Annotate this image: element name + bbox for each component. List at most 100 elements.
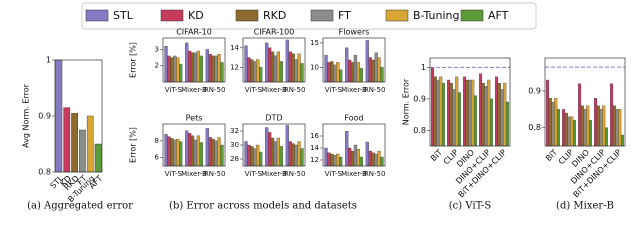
bar (170, 57, 174, 83)
bar (259, 151, 263, 167)
bar (270, 137, 275, 167)
bar (570, 116, 574, 147)
y-tick-label: 0.8 (528, 123, 541, 132)
caption: (a) Aggregated error (27, 201, 133, 212)
bar (185, 130, 189, 167)
bar (291, 143, 295, 167)
bar (196, 50, 201, 83)
bar (250, 59, 254, 83)
y-tick-label: 1 (46, 56, 51, 65)
y-tick-label: 3 (155, 45, 159, 53)
legend-swatch (385, 9, 409, 22)
bar (187, 50, 192, 83)
bar (256, 59, 260, 83)
bar (244, 45, 248, 83)
subplot-title: Flowers (339, 28, 370, 37)
x-tick-label: ViT-S (165, 86, 183, 94)
bar (495, 76, 499, 147)
bar (353, 54, 358, 83)
bar (279, 61, 283, 83)
bar (327, 62, 331, 83)
axes-frame (162, 37, 226, 83)
bar (273, 55, 278, 83)
bar (350, 62, 355, 83)
bar (176, 57, 180, 83)
bar (457, 92, 461, 147)
bar (265, 42, 269, 83)
bar (217, 137, 221, 167)
subplot-title: DTD (265, 114, 282, 123)
bar (208, 137, 212, 167)
bar (479, 73, 483, 147)
bar (596, 105, 600, 147)
bar (185, 42, 189, 83)
bar (505, 101, 509, 147)
y-tick-label: 16 (310, 132, 319, 140)
bar (211, 55, 215, 83)
bar (452, 89, 456, 147)
bar (350, 150, 355, 167)
bar (208, 54, 212, 83)
y-tick-label: 12 (230, 63, 239, 71)
bar (374, 52, 378, 83)
x-tick-label: ViT-S (325, 86, 343, 94)
legend-swatch (160, 9, 184, 22)
bar (267, 47, 272, 83)
bar (253, 148, 257, 167)
axes-frame (322, 37, 386, 83)
bar (205, 128, 209, 167)
bar (500, 89, 504, 147)
bar (345, 47, 349, 83)
bar (164, 133, 168, 167)
bar (345, 131, 349, 167)
bar (564, 112, 568, 147)
bar (365, 141, 369, 167)
bar (439, 76, 443, 147)
bar (187, 133, 192, 167)
bar (167, 136, 171, 167)
legend-label: KD (188, 9, 204, 22)
bar (247, 57, 251, 83)
bar (220, 62, 224, 83)
subplot-title: Food (344, 114, 363, 123)
subplot-title: Pets (186, 114, 203, 123)
y-tick-label: 0.9 (413, 94, 426, 103)
bar (324, 54, 328, 83)
bar (620, 134, 624, 147)
bar (463, 76, 467, 147)
bar (339, 156, 343, 167)
bar (300, 148, 304, 167)
bar (615, 109, 619, 147)
bar (196, 135, 201, 167)
bar (220, 144, 224, 167)
x-tick-label: Mixer-B (341, 86, 367, 94)
bar (63, 107, 71, 173)
bar (336, 153, 340, 167)
bar (359, 68, 363, 83)
bar (179, 141, 183, 167)
x-tick-label: RN-50 (284, 86, 306, 94)
bar (214, 140, 218, 167)
axes-frame (242, 37, 306, 83)
bar (285, 125, 289, 167)
bar (333, 155, 337, 167)
bar (503, 82, 507, 147)
subplot-title: CIFAR-100 (254, 28, 295, 37)
bar (288, 141, 292, 167)
x-tick-label: RN-50 (284, 170, 306, 178)
x-tick-label: ViT-S (325, 170, 343, 178)
y-tick-label: 2 (155, 62, 159, 70)
bar (599, 109, 603, 147)
legend-swatch (460, 9, 484, 22)
x-tick-label: RN-50 (204, 86, 226, 94)
bar (586, 105, 590, 147)
bar (487, 79, 491, 147)
bar (330, 61, 334, 83)
bar (368, 57, 372, 83)
x-tick-label: ViT-S (165, 170, 183, 178)
bar (473, 95, 477, 147)
bar (484, 86, 488, 147)
bar (556, 109, 560, 147)
x-tick-label: RN-50 (364, 86, 386, 94)
y-tick-label: 14 (230, 44, 239, 52)
